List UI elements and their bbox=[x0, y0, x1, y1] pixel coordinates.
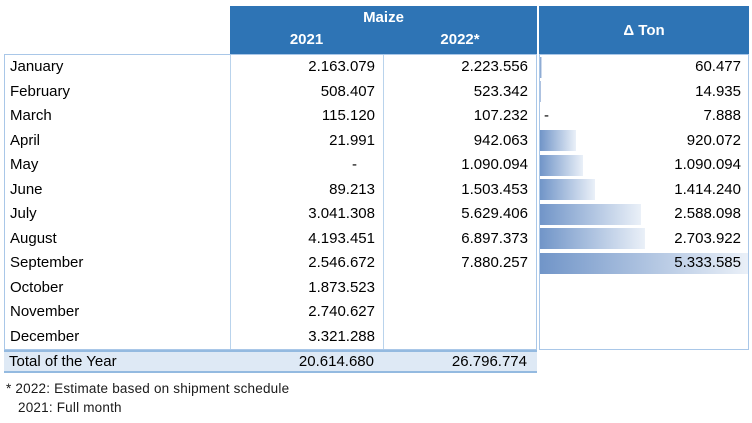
total-2022-cell: 26.796.774 bbox=[451, 353, 527, 370]
delta-value: 14.935 bbox=[695, 82, 741, 100]
month-cell: June bbox=[10, 180, 43, 198]
table-row-february: February 508.407 523.342 bbox=[5, 79, 536, 104]
total-row: Total of the Year 20.614.680 26.796.774 bbox=[4, 350, 537, 373]
table-row-january: January 2.163.079 2.223.556 bbox=[5, 55, 536, 80]
month-cell: January bbox=[10, 58, 64, 75]
column-header-2022: 2022* bbox=[440, 31, 480, 48]
value-2021-cell: 4.193.451 bbox=[230, 226, 383, 251]
value-2022-cell: 1.503.453 bbox=[383, 177, 536, 202]
month-cell: February bbox=[10, 82, 71, 100]
delta-value: 1.090.094 bbox=[674, 156, 741, 173]
month-cell: October bbox=[10, 278, 64, 296]
footnote-2022-estimate: * 2022: Estimate based on shipment sched… bbox=[6, 381, 290, 396]
delta-data-bar bbox=[540, 56, 543, 78]
delta-data-bar bbox=[540, 81, 541, 102]
delta-value: 7.888 bbox=[703, 107, 741, 124]
month-cell: September bbox=[10, 254, 84, 271]
table-row-september: September 2.546.672 7.880.257 bbox=[5, 251, 536, 276]
table-row-december: December 3.321.288 bbox=[5, 324, 536, 349]
value-2021-cell: 115.120 bbox=[230, 104, 383, 129]
table-row-august: August 4.193.451 6.897.373 bbox=[5, 226, 536, 251]
value-2021-cell: 2.163.079 bbox=[230, 55, 383, 80]
value-2021-cell: 89.213 bbox=[230, 177, 383, 202]
table-row-july: July 3.041.308 5.629.406 bbox=[5, 202, 536, 227]
month-cell: November bbox=[10, 303, 80, 320]
footnote-2021-full-month: 2021: Full month bbox=[18, 400, 122, 415]
value-2022-cell: 5.629.406 bbox=[383, 202, 536, 227]
month-cell: July bbox=[10, 205, 37, 222]
maize-group-label: Maize bbox=[363, 9, 404, 26]
value-2021-cell: 1.873.523 bbox=[230, 275, 383, 300]
value-2021-cell-empty-dash: - bbox=[230, 153, 383, 178]
delta-data-bar bbox=[540, 203, 641, 225]
delta-row-june: 1.414.240 bbox=[540, 178, 748, 203]
negative-sign: - bbox=[544, 107, 549, 124]
month-cell: August bbox=[10, 229, 57, 247]
delta-value: 5.333.585 bbox=[674, 254, 741, 271]
value-2022-cell: 1.090.094 bbox=[383, 153, 536, 178]
total-2021-cell: 20.614.680 bbox=[298, 353, 374, 370]
delta-value: 60.477 bbox=[695, 58, 741, 75]
delta-row-august: 2.703.922 bbox=[540, 227, 748, 252]
value-2022-cell: 6.897.373 bbox=[383, 226, 536, 251]
value-2022-cell: 523.342 bbox=[383, 79, 536, 104]
delta-row-may: 1.090.094 bbox=[540, 153, 748, 178]
value-2022-cell: 2.223.556 bbox=[383, 55, 536, 80]
delta-data-bar bbox=[540, 179, 596, 200]
value-2022-cell bbox=[383, 300, 536, 325]
month-cell: March bbox=[10, 107, 52, 124]
value-2021-cell: 2.740.627 bbox=[230, 300, 383, 325]
table-header-maize-group: Maize 2021 2022* bbox=[230, 6, 537, 54]
data-table-body: January 2.163.079 2.223.556 February 508… bbox=[4, 54, 537, 350]
delta-value: 2.588.098 bbox=[674, 205, 741, 222]
delta-row-july: 2.588.098 bbox=[540, 202, 748, 227]
delta-row-november bbox=[540, 300, 748, 325]
delta-value: 920.072 bbox=[686, 131, 741, 149]
table-row-may: May - 1.090.094 bbox=[5, 153, 536, 178]
delta-data-bar bbox=[540, 154, 583, 176]
value-2021-cell: 3.041.308 bbox=[230, 202, 383, 227]
total-label: Total of the Year bbox=[9, 353, 117, 370]
year-header-row: 2021 2022* bbox=[230, 29, 537, 54]
delta-row-september: 5.333.585 bbox=[540, 251, 748, 276]
delta-data-bar bbox=[540, 252, 748, 274]
table-row-april: April 21.991 942.063 bbox=[5, 128, 536, 153]
delta-row-february: 14.935 bbox=[540, 80, 748, 105]
month-cell: May bbox=[10, 156, 39, 173]
delta-row-december bbox=[540, 325, 748, 350]
delta-value: 2.703.922 bbox=[674, 229, 741, 247]
month-cell: April bbox=[10, 131, 41, 149]
delta-row-january: 60.477 bbox=[540, 55, 748, 80]
delta-row-april: 920.072 bbox=[540, 129, 748, 154]
value-2022-cell: 942.063 bbox=[383, 128, 536, 153]
value-2022-cell: 107.232 bbox=[383, 104, 536, 129]
delta-data-bar bbox=[540, 130, 576, 151]
value-2022-cell: 7.880.257 bbox=[383, 251, 536, 276]
column-header-delta-ton: Δ Ton bbox=[539, 6, 749, 54]
delta-data-bar bbox=[540, 228, 646, 249]
table-row-june: June 89.213 1.503.453 bbox=[5, 177, 536, 202]
table-row-november: November 2.740.627 bbox=[5, 300, 536, 325]
value-2022-cell bbox=[383, 324, 536, 349]
delta-row-march: - 7.888 bbox=[540, 104, 748, 129]
value-2022-cell bbox=[383, 275, 536, 300]
column-header-2021: 2021 bbox=[289, 31, 324, 48]
value-2021-cell: 21.991 bbox=[230, 128, 383, 153]
value-2021-cell: 508.407 bbox=[230, 79, 383, 104]
value-2021-cell: 2.546.672 bbox=[230, 251, 383, 276]
delta-ton-column: 60.477 14.935 - 7.888 920.072 1.090.094 … bbox=[539, 54, 749, 350]
delta-value: 1.414.240 bbox=[674, 180, 741, 198]
table-row-october: October 1.873.523 bbox=[5, 275, 536, 300]
table-row-march: March 115.120 107.232 bbox=[5, 104, 536, 129]
value-2021-cell: 3.321.288 bbox=[230, 324, 383, 349]
delta-row-october bbox=[540, 276, 748, 301]
month-cell: December bbox=[10, 327, 80, 345]
